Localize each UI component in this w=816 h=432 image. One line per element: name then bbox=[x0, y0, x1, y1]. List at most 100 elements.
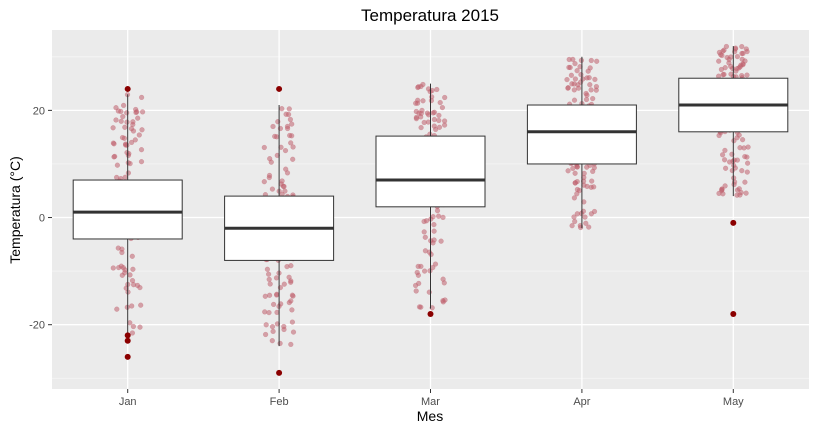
jitter-point bbox=[723, 43, 730, 50]
jitter-point bbox=[112, 153, 118, 160]
y-tick-label: 20 bbox=[33, 105, 45, 117]
box-iqr bbox=[375, 135, 486, 208]
jitter-point bbox=[413, 288, 419, 294]
jitter-point bbox=[722, 183, 728, 189]
jitter-point bbox=[114, 306, 120, 312]
jitter-point bbox=[590, 95, 596, 102]
jitter-point bbox=[434, 86, 440, 93]
jitter-point bbox=[129, 303, 135, 309]
jitter-point bbox=[570, 165, 576, 172]
jitter-point bbox=[716, 49, 723, 56]
outlier-point bbox=[276, 369, 283, 376]
jitter-point bbox=[127, 272, 133, 278]
jitter-point bbox=[436, 117, 442, 124]
jitter-point bbox=[572, 170, 578, 176]
jitter-point bbox=[574, 191, 580, 197]
jitter-point bbox=[280, 183, 286, 189]
jitter-point bbox=[587, 82, 593, 88]
jitter-point bbox=[136, 132, 142, 138]
jitter-point bbox=[270, 123, 276, 130]
jitter-point bbox=[431, 221, 437, 228]
jitter-point bbox=[115, 108, 122, 114]
chart-title: Temperatura 2015 bbox=[361, 6, 499, 25]
jitter-point bbox=[125, 160, 131, 166]
jitter-point bbox=[721, 157, 728, 163]
x-tick-label: Apr bbox=[573, 396, 590, 408]
jitter-point bbox=[439, 104, 446, 111]
jitter-point bbox=[274, 152, 280, 159]
jitter-point bbox=[719, 187, 725, 194]
jitter-point bbox=[274, 291, 280, 297]
jitter-point bbox=[431, 228, 437, 234]
jitter-point bbox=[113, 105, 119, 111]
jitter-point bbox=[568, 72, 575, 78]
outlier-point bbox=[124, 353, 131, 360]
jitter-point bbox=[744, 160, 751, 166]
jitter-point bbox=[124, 110, 130, 116]
jitter-point bbox=[731, 138, 737, 144]
jitter-point bbox=[124, 119, 130, 125]
jitter-point bbox=[422, 248, 429, 254]
outlier-point bbox=[730, 219, 737, 226]
jitter-point bbox=[431, 109, 438, 115]
jitter-point bbox=[279, 178, 285, 184]
jitter-point bbox=[129, 330, 136, 336]
jitter-point bbox=[113, 117, 119, 123]
jitter-point bbox=[130, 121, 136, 128]
box-may bbox=[678, 46, 789, 197]
jitter-point bbox=[722, 165, 729, 171]
jitter-point bbox=[437, 99, 443, 106]
jitter-point bbox=[135, 115, 141, 121]
jitter-point bbox=[581, 199, 587, 205]
jitter-point bbox=[418, 110, 424, 117]
outlier-point bbox=[124, 337, 131, 344]
jitter-point bbox=[111, 141, 117, 147]
x-tick-label: Mar bbox=[421, 396, 440, 408]
jitter-point bbox=[418, 124, 424, 131]
jitter-point bbox=[115, 245, 121, 251]
jitter-point bbox=[429, 305, 435, 311]
jitter-point bbox=[262, 309, 268, 315]
jitter-point bbox=[138, 147, 145, 153]
jitter-point bbox=[728, 71, 734, 77]
jitter-point bbox=[583, 96, 590, 103]
jitter-point bbox=[284, 125, 291, 132]
jitter-point bbox=[585, 68, 591, 74]
jitter-point bbox=[728, 63, 734, 70]
jitter-point bbox=[263, 322, 269, 328]
jitter-point bbox=[718, 66, 725, 73]
jitter-point bbox=[288, 341, 294, 348]
outlier-point bbox=[124, 332, 131, 339]
jitter-point bbox=[572, 218, 578, 225]
jitter-point bbox=[731, 157, 737, 163]
jitter-point bbox=[569, 81, 575, 87]
jitter-point bbox=[289, 319, 296, 325]
jitter-point bbox=[288, 279, 294, 285]
jitter-point bbox=[719, 152, 726, 158]
jitter-point bbox=[738, 189, 744, 196]
jitter-point bbox=[742, 179, 748, 185]
jitter-point bbox=[734, 53, 741, 60]
x-tick-label: Feb bbox=[270, 396, 289, 408]
jitter-point bbox=[582, 214, 588, 220]
box-apr bbox=[526, 56, 637, 229]
jitter-point bbox=[572, 76, 579, 82]
jitter-point bbox=[586, 224, 592, 230]
jitter-point bbox=[420, 81, 426, 88]
outlier-points bbox=[124, 85, 737, 376]
jitter-point bbox=[289, 133, 295, 139]
jitter-point bbox=[281, 323, 287, 330]
jitter-point bbox=[571, 97, 578, 103]
jitter-point bbox=[428, 97, 435, 104]
jitter-point bbox=[441, 118, 448, 124]
jitter-point bbox=[571, 214, 577, 220]
jitter-point bbox=[128, 139, 135, 146]
jitter-point bbox=[118, 263, 124, 269]
jitter-point bbox=[588, 57, 594, 64]
box-jan bbox=[72, 94, 183, 336]
jitter-point bbox=[110, 265, 116, 271]
jitter-point bbox=[137, 284, 143, 291]
jitter-point bbox=[264, 266, 271, 272]
outlier-point bbox=[730, 310, 737, 317]
jitter-point bbox=[413, 100, 419, 106]
